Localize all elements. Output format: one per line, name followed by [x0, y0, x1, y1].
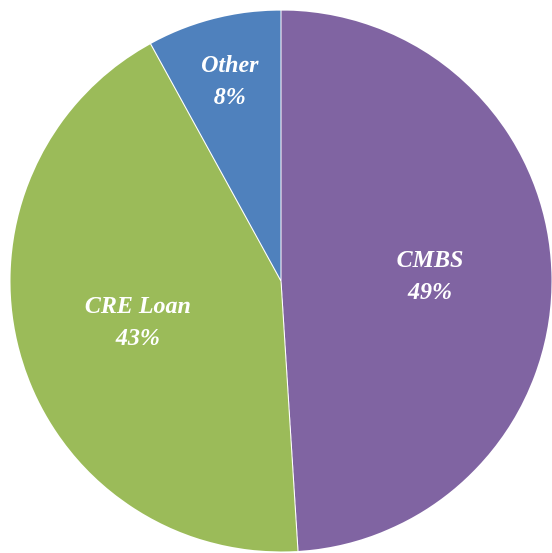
slice-label: CMBS: [397, 247, 464, 273]
pie-slice: [9, 42, 299, 553]
slice-label: CRE Loan: [85, 293, 191, 319]
slice-value-label: 43%: [115, 325, 160, 351]
slice-value-label: 49%: [407, 279, 452, 305]
pie-slice: [149, 9, 282, 282]
slice-value-label: 8%: [214, 84, 246, 110]
slice-label: Other: [201, 52, 259, 78]
